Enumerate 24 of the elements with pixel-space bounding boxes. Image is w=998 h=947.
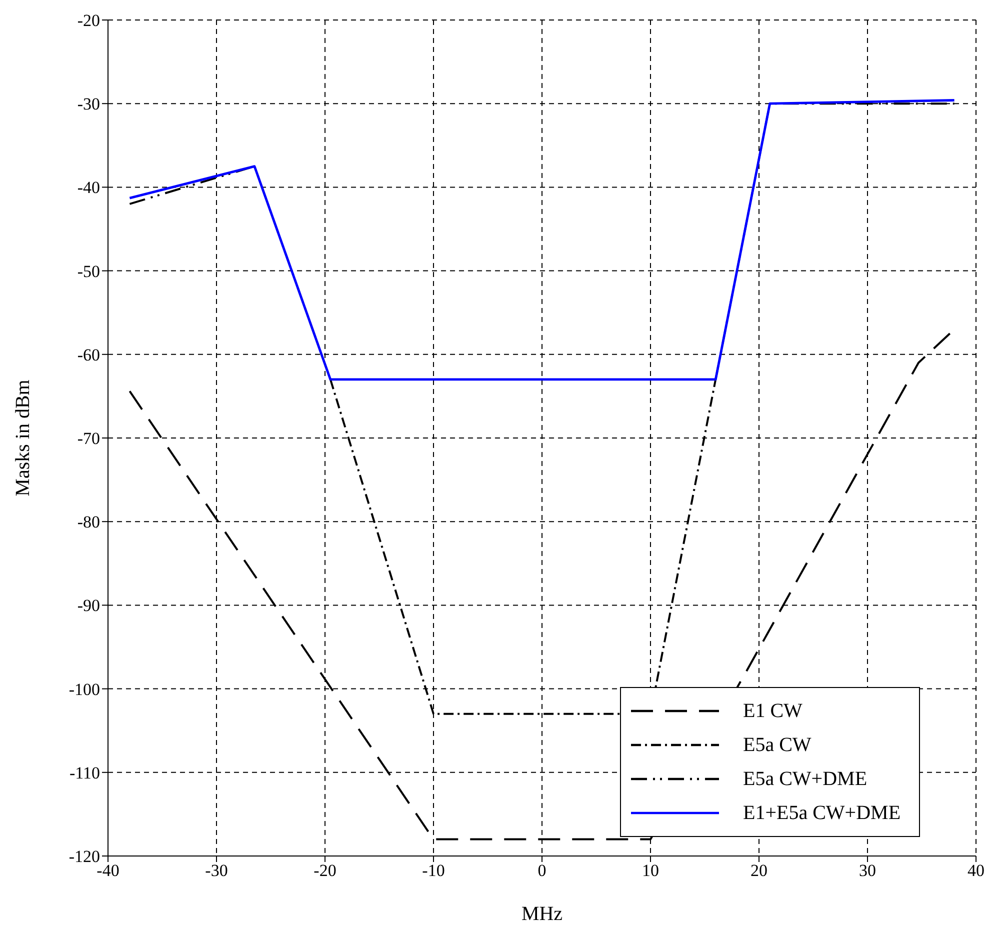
legend-label: E1+E5a CW+DME [743,802,901,824]
x-axis-title: MHz [521,903,563,925]
y-tick-label: -100 [68,680,100,699]
x-tick-label: 30 [859,861,876,880]
legend-label: E5a CW [743,734,812,756]
y-tick-label: -90 [77,596,100,616]
y-tick-label: -60 [77,345,100,364]
legend-label: E1 CW [743,700,802,722]
x-tick-label: 0 [538,861,546,880]
y-tick-label: -20 [77,11,100,30]
y-axis-title: Masks in dBm [12,379,34,496]
y-tick-label: -110 [69,763,100,782]
x-tick-label: -10 [422,861,445,880]
x-tick-label: 20 [750,861,768,880]
y-tick-label: -50 [77,262,100,281]
y-tick-label: -80 [77,512,100,532]
x-tick-label: -20 [314,861,336,880]
y-tick-label: -40 [77,178,100,198]
y-tick-label: -30 [77,94,100,114]
y-tick-label: -70 [77,429,100,448]
x-tick-label: 40 [968,861,984,880]
legend-label: E5a CW+DME [743,768,868,790]
x-tick-label: 10 [642,861,659,880]
x-tick-label: -30 [205,861,228,880]
